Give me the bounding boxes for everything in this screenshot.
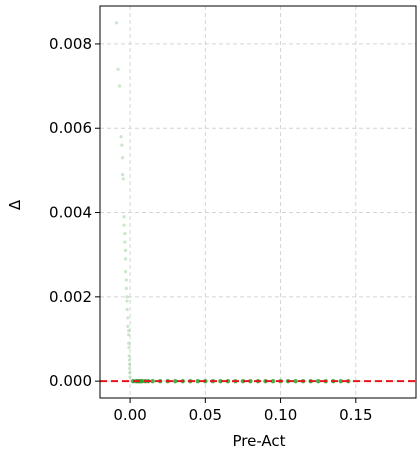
data-point [117, 84, 122, 88]
data-point [127, 362, 132, 366]
data-point [126, 341, 131, 345]
data-point [123, 248, 128, 253]
data-point [123, 232, 127, 236]
data-point [127, 345, 131, 350]
plot-frame [99, 5, 417, 399]
data-point [128, 366, 132, 371]
data-point [125, 295, 129, 299]
data-point [338, 378, 343, 384]
data-point [126, 324, 130, 328]
data-point [173, 378, 178, 384]
y-tick-label: 0.002 [49, 288, 92, 306]
scatter-points [114, 21, 351, 384]
data-point [128, 371, 132, 375]
y-tick-label: 0.000 [49, 372, 92, 390]
data-point [120, 143, 124, 147]
data-point [315, 378, 321, 384]
data-point [124, 278, 128, 282]
data-point [195, 378, 201, 384]
x-tick-label: 0.05 [189, 406, 222, 424]
data-point [125, 307, 129, 312]
data-point [127, 354, 131, 358]
y-tick-label: 0.008 [49, 35, 92, 53]
data-point [123, 257, 128, 261]
data-point [248, 378, 253, 384]
data-point [123, 269, 128, 274]
data-point [125, 299, 129, 303]
data-point [122, 223, 126, 227]
x-tick-label: 0.15 [339, 406, 372, 424]
data-point [126, 316, 130, 320]
data-point [126, 328, 131, 333]
data-point [116, 67, 120, 71]
grid-lines [100, 6, 416, 398]
data-point [119, 135, 123, 139]
data-point [122, 215, 126, 219]
x-axis-label: Pre-Act [232, 432, 285, 450]
y-tick-label: 0.004 [49, 204, 92, 222]
y-axis-label: Δ [6, 199, 24, 210]
data-point [126, 333, 131, 337]
data-point [240, 378, 246, 384]
x-tick-label: 0.00 [113, 406, 146, 424]
x-tick-label: 0.10 [264, 406, 297, 424]
data-point [270, 378, 276, 384]
data-point [128, 375, 132, 379]
data-point [127, 358, 131, 362]
data-point [123, 240, 127, 244]
y-tick-label: 0.006 [49, 119, 92, 137]
data-point [114, 21, 119, 25]
data-point [293, 378, 298, 384]
data-point [124, 286, 128, 291]
data-point [120, 173, 125, 177]
data-point [120, 156, 125, 160]
data-point [121, 177, 125, 181]
data-point [150, 378, 155, 384]
axis-ticks: 0.00 0.05 0.10 0.15 0.000 0.002 0.004 0.006 0.00… [49, 35, 372, 424]
data-point [139, 378, 145, 384]
data-point [218, 378, 223, 384]
